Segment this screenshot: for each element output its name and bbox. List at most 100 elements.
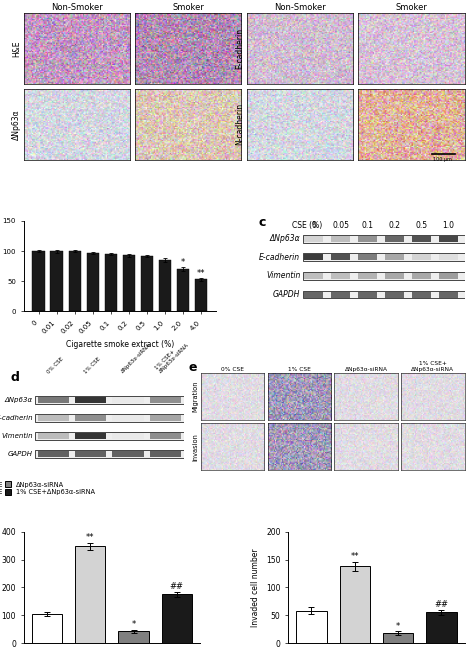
- Bar: [383, 633, 413, 643]
- Bar: [32, 614, 62, 643]
- Bar: [412, 273, 431, 279]
- Bar: [112, 433, 144, 439]
- Text: 0: 0: [311, 221, 316, 230]
- Text: ΔNp63α: ΔNp63α: [5, 397, 33, 403]
- Bar: [331, 273, 350, 279]
- Bar: [385, 292, 404, 298]
- Text: 1.0: 1.0: [442, 221, 455, 230]
- Text: *: *: [131, 620, 136, 629]
- Bar: [303, 253, 465, 261]
- Bar: [38, 433, 69, 439]
- Text: 0.5: 0.5: [415, 221, 428, 230]
- Legend: 0% CSE, 1% CSE, ΔNp63α-siRNA, 1% CSE+ΔNp63α-siRNA: 0% CSE, 1% CSE, ΔNp63α-siRNA, 1% CSE+ΔNp…: [0, 481, 95, 495]
- Bar: [304, 292, 323, 298]
- Title: Non-Smoker: Non-Smoker: [274, 3, 326, 13]
- Bar: [112, 451, 144, 457]
- Text: GAPDH: GAPDH: [273, 290, 301, 299]
- Bar: [150, 397, 181, 403]
- Bar: [296, 611, 327, 643]
- Bar: [439, 292, 458, 298]
- Bar: [150, 415, 181, 421]
- Bar: [75, 451, 106, 457]
- Text: d: d: [11, 371, 20, 384]
- Bar: [35, 396, 184, 404]
- Bar: [412, 235, 431, 242]
- Text: ##: ##: [170, 581, 184, 591]
- Bar: [358, 292, 377, 298]
- Y-axis label: N-cadherin: N-cadherin: [235, 103, 244, 145]
- Bar: [87, 253, 99, 312]
- Bar: [69, 251, 81, 312]
- Bar: [339, 566, 370, 643]
- X-axis label: Cigarette smoke extract (%): Cigarette smoke extract (%): [66, 340, 174, 349]
- Text: e: e: [188, 361, 197, 374]
- Text: 0.05: 0.05: [332, 221, 349, 230]
- Title: ΔNp63α-siRNA: ΔNp63α-siRNA: [345, 367, 388, 372]
- Bar: [385, 255, 404, 261]
- Bar: [35, 414, 184, 422]
- Bar: [141, 256, 153, 312]
- Bar: [303, 272, 465, 280]
- Text: Vimentin: Vimentin: [1, 433, 33, 439]
- Y-axis label: Migration: Migration: [192, 381, 198, 412]
- Bar: [412, 255, 431, 261]
- Text: CSE (%): CSE (%): [292, 221, 322, 230]
- Bar: [75, 546, 105, 643]
- Text: ΔNp63α: ΔNp63α: [270, 234, 301, 243]
- Text: *: *: [181, 259, 185, 267]
- Bar: [358, 273, 377, 279]
- Text: **: **: [350, 552, 359, 561]
- Y-axis label: ΔNp63α: ΔNp63α: [12, 109, 21, 140]
- Y-axis label: Invasion: Invasion: [192, 433, 198, 461]
- Bar: [439, 273, 458, 279]
- Text: E-cadherin: E-cadherin: [259, 253, 301, 262]
- Text: 100 μm: 100 μm: [433, 156, 452, 162]
- Bar: [118, 631, 149, 643]
- Title: Smoker: Smoker: [395, 3, 428, 13]
- Text: 0% CSE: 0% CSE: [46, 356, 64, 375]
- Bar: [385, 273, 404, 279]
- Text: 0.1: 0.1: [362, 221, 374, 230]
- Y-axis label: H&E: H&E: [12, 40, 21, 56]
- Bar: [75, 397, 106, 403]
- Bar: [304, 235, 323, 242]
- Title: 0% CSE: 0% CSE: [221, 367, 244, 372]
- Bar: [303, 235, 465, 243]
- Bar: [439, 255, 458, 261]
- Bar: [331, 235, 350, 242]
- Bar: [331, 292, 350, 298]
- Bar: [177, 269, 189, 312]
- Text: GAPDH: GAPDH: [8, 451, 33, 457]
- Bar: [35, 432, 184, 440]
- Title: 1% CSE+
ΔNp63α-siRNA: 1% CSE+ ΔNp63α-siRNA: [411, 361, 454, 372]
- Bar: [412, 292, 431, 298]
- Text: *: *: [396, 622, 400, 631]
- Text: ΔNp63α-siRNA: ΔNp63α-siRNA: [121, 343, 153, 375]
- Text: **: **: [197, 269, 205, 278]
- Y-axis label: E-cadherin: E-cadherin: [235, 28, 244, 69]
- Bar: [162, 594, 192, 643]
- Text: 1% CSE: 1% CSE: [83, 356, 102, 375]
- Bar: [358, 235, 377, 242]
- Bar: [112, 415, 144, 421]
- Bar: [123, 255, 135, 312]
- Bar: [105, 254, 117, 312]
- Bar: [50, 251, 63, 312]
- Bar: [35, 450, 184, 458]
- Bar: [150, 433, 181, 439]
- Text: c: c: [258, 216, 265, 229]
- Bar: [38, 451, 69, 457]
- Title: Smoker: Smoker: [173, 3, 204, 13]
- Y-axis label: Invaded cell number: Invaded cell number: [252, 548, 261, 627]
- Bar: [32, 251, 45, 312]
- Bar: [303, 290, 465, 298]
- Text: ##: ##: [434, 599, 448, 609]
- Bar: [150, 451, 181, 457]
- Text: Vimentin: Vimentin: [266, 271, 301, 280]
- Bar: [385, 235, 404, 242]
- Bar: [75, 433, 106, 439]
- Bar: [358, 255, 377, 261]
- Title: Non-Smoker: Non-Smoker: [51, 3, 103, 13]
- Bar: [112, 397, 144, 403]
- Text: E-cadherin: E-cadherin: [0, 415, 33, 421]
